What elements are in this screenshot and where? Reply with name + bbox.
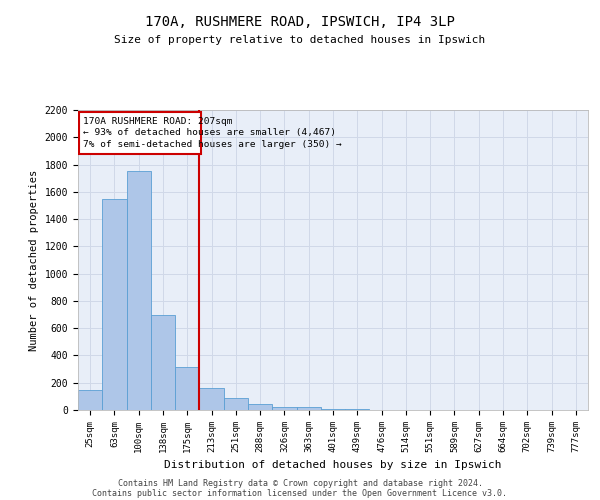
Y-axis label: Number of detached properties: Number of detached properties [29,170,39,350]
Text: Contains HM Land Registry data © Crown copyright and database right 2024.: Contains HM Land Registry data © Crown c… [118,478,482,488]
Text: 7% of semi-detached houses are larger (350) →: 7% of semi-detached houses are larger (3… [83,140,341,149]
Bar [151,314,175,410]
Bar [248,404,272,410]
Text: 170A, RUSHMERE ROAD, IPSWICH, IP4 3LP: 170A, RUSHMERE ROAD, IPSWICH, IP4 3LP [145,15,455,29]
X-axis label: Distribution of detached houses by size in Ipswich: Distribution of detached houses by size … [164,460,502,470]
Bar [321,408,345,410]
Bar [102,198,127,410]
FancyBboxPatch shape [79,112,200,154]
Text: 170A RUSHMERE ROAD: 207sqm: 170A RUSHMERE ROAD: 207sqm [83,117,232,126]
Text: Contains public sector information licensed under the Open Government Licence v3: Contains public sector information licen… [92,488,508,498]
Bar [78,390,102,410]
Bar [199,388,224,410]
Bar [296,408,321,410]
Bar [272,406,296,410]
Text: Size of property relative to detached houses in Ipswich: Size of property relative to detached ho… [115,35,485,45]
Bar [224,398,248,410]
Text: ← 93% of detached houses are smaller (4,467): ← 93% of detached houses are smaller (4,… [83,128,336,138]
Bar [175,367,199,410]
Bar [127,172,151,410]
